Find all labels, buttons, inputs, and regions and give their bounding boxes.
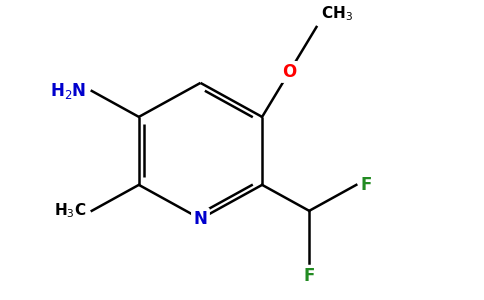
Text: CH$_3$: CH$_3$	[321, 4, 353, 23]
Text: O: O	[282, 63, 296, 81]
Text: N: N	[194, 210, 208, 228]
Text: H$_3$C: H$_3$C	[55, 202, 87, 220]
Text: F: F	[360, 176, 372, 194]
Text: F: F	[303, 266, 315, 284]
Text: H$_2$N: H$_2$N	[50, 81, 87, 101]
